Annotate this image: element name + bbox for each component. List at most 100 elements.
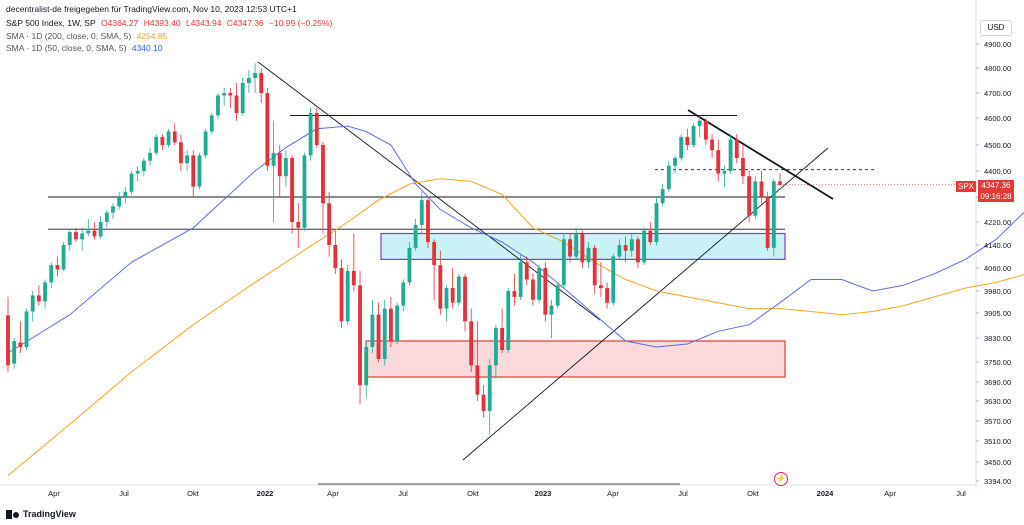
- price-tag-value: 4347.36: [981, 181, 1011, 190]
- candle-body: [753, 181, 758, 216]
- candle-body: [679, 136, 684, 158]
- candle-body: [568, 239, 572, 257]
- x-tick-label: Apr: [607, 489, 619, 498]
- sma200-label: SMA · 1D (200, close, 0, SMA, 5): [6, 31, 132, 41]
- candle: [284, 150, 288, 187]
- candle: [722, 165, 727, 187]
- candle-body: [49, 265, 54, 283]
- candle-body: [160, 136, 165, 145]
- candle-body: [734, 139, 739, 158]
- candle: [642, 227, 647, 266]
- candle-body: [284, 158, 288, 177]
- candle: [6, 296, 10, 372]
- candle: [561, 233, 566, 289]
- candle-body: [179, 142, 183, 164]
- candle: [549, 299, 554, 338]
- y-tick-label: 4500.00: [984, 141, 1011, 150]
- symbol-name[interactable]: S&P 500 Index, 1W, SP: [6, 18, 96, 28]
- candle: [296, 203, 301, 248]
- x-tick-label: Okt: [187, 489, 200, 498]
- candle: [703, 118, 708, 145]
- candle-body: [277, 152, 282, 177]
- candle-body: [209, 115, 214, 132]
- candle: [734, 134, 739, 164]
- candle: [358, 270, 362, 405]
- candle: [277, 145, 282, 197]
- candle-body: [685, 136, 690, 145]
- last-price-tag: SPX 4347.36 09:16:28: [956, 180, 1014, 202]
- candle-body: [555, 285, 560, 306]
- candle: [18, 321, 23, 353]
- sma50-legend[interactable]: SMA · 1D (50, close, 0, SMA, 5) 4340.10: [6, 43, 166, 53]
- candle-body: [148, 152, 152, 161]
- flash-icon[interactable]: ⚡: [774, 472, 788, 486]
- y-tick-label: 3570.00: [984, 417, 1011, 426]
- candle-body: [55, 265, 60, 270]
- tradingview-logo[interactable]: TradingView: [6, 509, 76, 519]
- y-tick-label: 3750.00: [984, 358, 1011, 367]
- candle: [487, 359, 492, 435]
- candle: [86, 218, 91, 237]
- x-tick-label: Jul: [119, 489, 129, 498]
- candle: [463, 273, 467, 332]
- candle: [36, 285, 41, 306]
- candle-body: [296, 222, 301, 228]
- candle: [771, 178, 776, 257]
- candle-body: [6, 315, 10, 366]
- candle: [679, 134, 684, 161]
- candle: [432, 239, 437, 300]
- candle-body: [61, 245, 66, 270]
- candle: [370, 299, 375, 353]
- candle: [685, 128, 690, 151]
- candle-body: [666, 165, 671, 190]
- price-tag-value-box: 4347.36 09:16:28: [978, 180, 1014, 202]
- candle: [382, 299, 387, 366]
- candle-body: [481, 394, 486, 411]
- candle-body: [259, 73, 264, 93]
- candle-body: [36, 295, 41, 302]
- publisher-text: decentralist-de freigegeben für TradingV…: [6, 4, 297, 14]
- candle: [321, 142, 325, 234]
- candle: [568, 233, 572, 263]
- candle-body: [654, 203, 659, 243]
- candle: [351, 233, 356, 291]
- candle: [475, 321, 480, 401]
- candle: [543, 262, 548, 322]
- sma200-legend[interactable]: SMA · 1D (200, close, 0, SMA, 5) 4254.85: [6, 31, 170, 41]
- candle: [246, 70, 251, 93]
- candle: [166, 128, 171, 148]
- candle: [512, 273, 517, 306]
- x-tick-label: Apr: [327, 489, 339, 498]
- candle: [179, 134, 183, 171]
- candle-body: [580, 233, 585, 263]
- candle-body: [197, 155, 202, 187]
- candle-body: [407, 247, 412, 283]
- currency-button[interactable]: USD: [980, 20, 1012, 36]
- candle-body: [382, 308, 387, 359]
- sma50-line: [7, 125, 1024, 354]
- ohlc-open: O4364.27: [101, 18, 139, 28]
- candle-body: [759, 181, 764, 197]
- candle-body: [12, 341, 17, 364]
- candle: [419, 191, 424, 234]
- candle: [469, 308, 474, 372]
- candle: [506, 288, 511, 353]
- candle: [141, 158, 146, 177]
- candle-body: [271, 152, 276, 166]
- candle: [617, 239, 622, 260]
- candle-body: [333, 245, 338, 268]
- x-tick-label: Jul: [398, 489, 408, 498]
- y-tick-label: 3830.00: [984, 334, 1011, 343]
- y-tick-label: 3450.00: [984, 458, 1011, 467]
- candle: [135, 165, 140, 182]
- candle-body: [135, 171, 140, 174]
- candle: [574, 227, 579, 260]
- candle: [154, 134, 159, 156]
- candle: [691, 123, 696, 148]
- candle: [191, 150, 196, 197]
- candle-body: [18, 342, 23, 347]
- x-tick-label: Apr: [48, 489, 60, 498]
- candle: [117, 191, 122, 210]
- candle-body: [518, 262, 523, 297]
